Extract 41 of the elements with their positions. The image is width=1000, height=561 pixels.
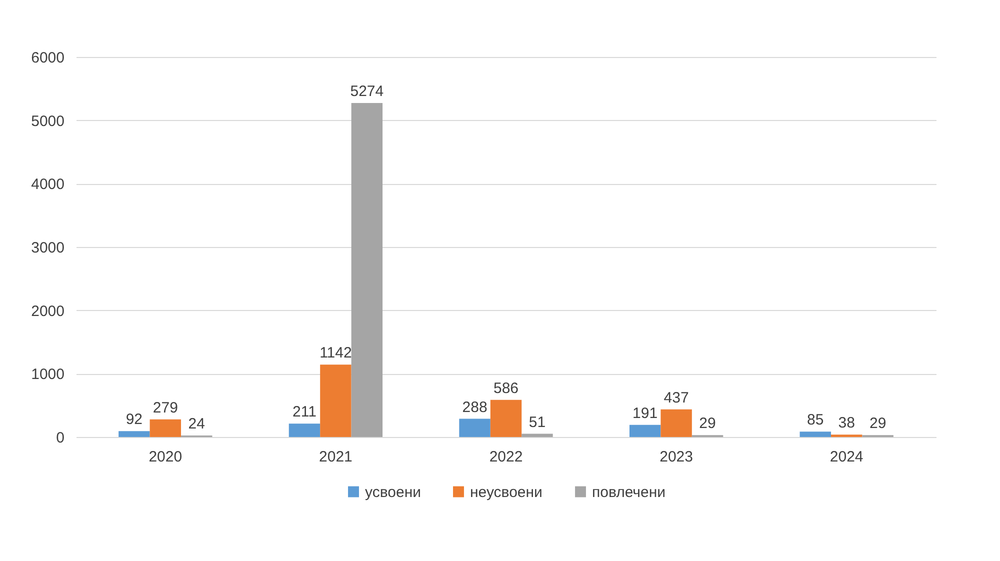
data-label: 5274 (350, 82, 384, 100)
legend-label: повлечени (592, 484, 666, 501)
y-tick-label: 6000 (31, 50, 64, 66)
legend-label: усвоени (365, 484, 421, 501)
bar (490, 400, 522, 437)
bar (629, 424, 661, 437)
bar (320, 364, 352, 437)
data-label: 288 (462, 398, 488, 416)
data-label: 279 (152, 399, 178, 416)
x-tick-label: 2022 (489, 448, 523, 466)
x-tick-label: 2024 (830, 448, 864, 466)
data-label: 29 (699, 415, 716, 432)
bar (118, 431, 150, 437)
data-label: 29 (869, 415, 886, 432)
data-label: 437 (664, 389, 689, 406)
data-label: 51 (528, 414, 546, 431)
bar (351, 102, 383, 437)
x-tick-label: 2020 (148, 448, 182, 466)
y-tick-label: 1000 (31, 366, 64, 384)
y-tick-label: 5000 (31, 112, 64, 130)
bar (150, 419, 182, 437)
y-tick-label: 2000 (31, 302, 64, 320)
data-label: 586 (493, 380, 519, 397)
data-label: 211 (292, 404, 316, 421)
data-label: 191 (632, 404, 658, 422)
data-label: 85 (807, 412, 824, 429)
legend-label: неусвоени (470, 484, 542, 501)
y-tick-label: 4000 (31, 176, 64, 194)
x-tick-label: 2023 (660, 448, 693, 466)
bar (660, 409, 692, 437)
data-label: 92 (126, 411, 143, 428)
bar (800, 432, 831, 437)
data-label: 24 (188, 415, 205, 432)
x-tick-label: 2021 (319, 448, 352, 466)
y-tick-label: 0 (56, 430, 64, 446)
bar (288, 424, 320, 437)
data-label: 1142 (320, 344, 352, 362)
bar (459, 418, 490, 437)
y-tick-label: 3000 (31, 240, 64, 256)
bar (522, 434, 553, 437)
data-label: 38 (838, 414, 855, 432)
